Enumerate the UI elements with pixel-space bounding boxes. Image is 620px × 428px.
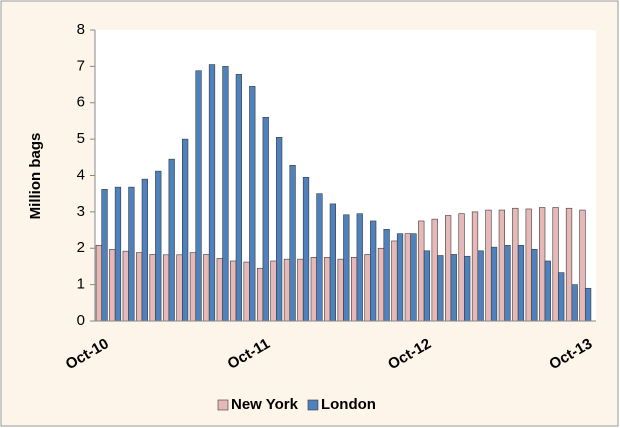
bar: [195, 70, 202, 322]
bar: [396, 233, 404, 322]
bar: [136, 252, 143, 322]
bar: [155, 170, 162, 322]
bar: [128, 186, 135, 322]
bar: [162, 254, 170, 322]
bar: [464, 255, 471, 322]
bar: [450, 254, 457, 322]
bar: [565, 207, 573, 322]
bar: [423, 250, 431, 322]
y-tick-label: 8: [77, 21, 85, 38]
bar: [337, 258, 344, 322]
bar: [584, 287, 592, 322]
bar: [364, 254, 371, 322]
bar: [477, 250, 484, 322]
bar: [249, 86, 256, 322]
bar: [512, 207, 519, 322]
bar: [410, 233, 417, 322]
bar: [579, 209, 586, 322]
legend-swatch: [217, 399, 229, 411]
bar: [302, 177, 310, 322]
legend-label: New York: [231, 396, 299, 413]
bar: [189, 252, 197, 322]
bar: [458, 213, 465, 322]
y-tick-label: 1: [77, 276, 85, 293]
bar: [176, 254, 183, 322]
bar: [203, 254, 210, 322]
bar: [329, 203, 337, 322]
y-tick-label: 4: [77, 166, 85, 183]
bar: [418, 220, 425, 322]
y-tick-label: 6: [77, 94, 85, 111]
bar: [531, 249, 538, 322]
bar: [544, 260, 551, 322]
bar: [431, 218, 438, 322]
bar: [149, 254, 156, 322]
bar: [122, 250, 129, 322]
bar: [383, 229, 390, 322]
bar: [324, 257, 331, 322]
legend-swatch: [307, 399, 319, 411]
bar: [485, 209, 492, 322]
bar: [571, 284, 578, 322]
bar: [141, 178, 148, 322]
bar: [270, 260, 277, 322]
bar: [208, 64, 216, 322]
bar: [525, 208, 532, 322]
bar: [517, 245, 525, 322]
bar: [230, 260, 237, 322]
bar: [343, 214, 350, 322]
bar: [356, 213, 363, 322]
bar: [222, 66, 229, 322]
bar: [168, 158, 175, 322]
bar: [256, 267, 264, 322]
bar: [114, 186, 122, 322]
bar: [552, 207, 559, 322]
bar: [490, 246, 498, 322]
bar: [289, 165, 296, 322]
bar: [95, 245, 103, 322]
bar: [504, 245, 511, 322]
bar: [437, 255, 444, 322]
bar: [377, 247, 385, 322]
y-tick-label: 3: [77, 203, 85, 220]
bar: [316, 193, 323, 322]
bar: [350, 257, 358, 322]
bar: [216, 258, 223, 322]
y-tick-label: 2: [77, 239, 85, 256]
y-tick-label: 0: [77, 312, 85, 329]
legend-label: London: [321, 396, 376, 413]
bar: [471, 211, 479, 322]
bar: [109, 249, 116, 322]
y-tick-label: 5: [77, 130, 85, 147]
y-tick-label: 7: [77, 57, 85, 74]
bar: [539, 207, 546, 322]
bar: [297, 258, 304, 322]
y-axis-title: Million bags: [27, 133, 44, 220]
bar: [101, 189, 108, 322]
bar: [391, 240, 398, 322]
bar: [243, 261, 250, 322]
bar: [310, 257, 317, 322]
bar: [404, 233, 411, 322]
bar: [370, 220, 377, 322]
bar: [558, 272, 565, 322]
bar: [276, 137, 283, 322]
bar: [283, 258, 291, 322]
bar: [498, 209, 505, 322]
bar: [445, 215, 452, 322]
bar: [182, 138, 189, 322]
bar: [262, 117, 269, 322]
bar: [235, 74, 242, 322]
